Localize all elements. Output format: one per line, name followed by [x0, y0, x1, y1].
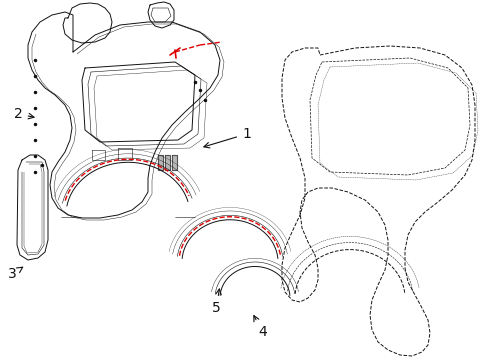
Polygon shape: [158, 155, 163, 170]
Text: 3: 3: [8, 267, 22, 281]
Polygon shape: [164, 155, 170, 170]
Text: 2: 2: [14, 107, 34, 121]
Text: 5: 5: [212, 289, 221, 315]
Text: 1: 1: [203, 127, 250, 148]
Polygon shape: [172, 155, 177, 170]
Text: 4: 4: [253, 316, 266, 339]
